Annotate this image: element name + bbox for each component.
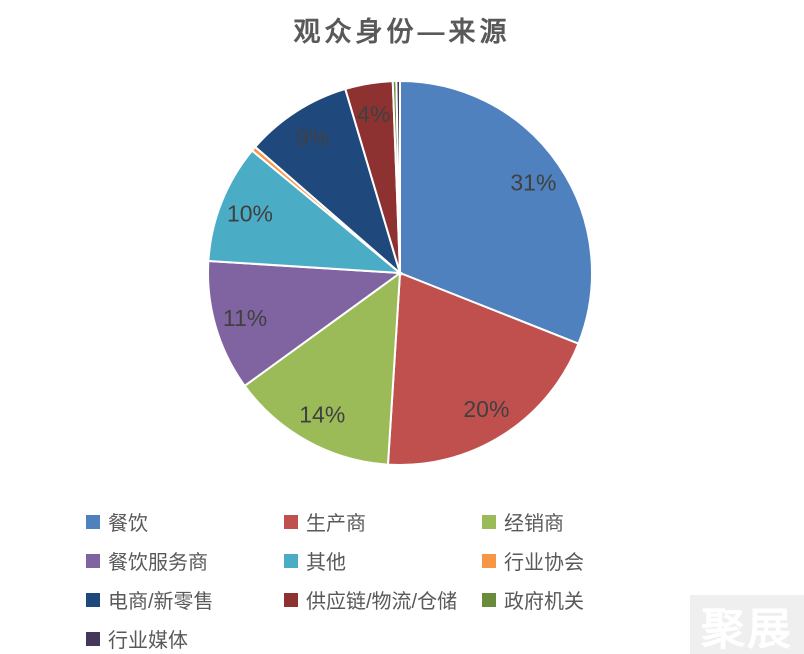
legend-item-1: 餐饮 [86,507,284,536]
legend-label: 行业媒体 [108,630,188,652]
legend-item-3: 经销商 [482,507,708,536]
legend-item-4: 餐饮服务商 [86,546,284,575]
legend-item-10: 行业媒体 [86,624,284,653]
legend-label: 电商/新零售 [108,591,214,613]
legend-item-5: 其他 [284,546,482,575]
legend-item-6: 行业协会 [482,546,708,575]
pie-slice-label-3: 14% [299,401,345,427]
legend-swatch-icon [284,592,298,607]
pie-slice-7 [253,87,402,277]
pie-slice-label-5: 10% [227,201,273,227]
pie-slice-10 [395,79,401,274]
legend-swatch-icon [86,553,100,568]
pie-slice-label-4: 11% [223,305,267,331]
legend-label: 供应链/物流/仓储 [306,591,458,613]
pie-slice-label-2: 20% [463,396,509,422]
legend-swatch-icon [86,514,100,529]
pie-slice-1 [399,79,593,345]
legend-label: 生产商 [306,513,366,535]
pie-slice-label-1: 31% [510,169,556,195]
pie-slice-4 [207,259,403,388]
legend-item-2: 生产商 [284,507,482,536]
legend-label: 政府机关 [504,591,584,613]
chart-title: 观众身份—来源 [293,17,511,47]
watermark: 聚展 [690,595,804,654]
legend-swatch-icon [482,514,496,529]
pie-slice-5 [207,149,404,275]
legend-swatch-icon [86,592,100,607]
legend-label: 餐饮 [108,513,148,535]
legend-label: 经销商 [504,513,564,535]
legend-item-9: 政府机关 [482,585,708,614]
pie-slice-label-7: 9% [296,124,329,150]
chart-legend: 餐饮 生产商 经销商餐饮服务商 其他 行业协会电商/新零售 供应链/物流/仓储 政府机关行业… [86,502,708,654]
legend-swatch-icon [86,631,100,646]
pie-slice-2 [386,271,580,466]
legend-label: 其他 [306,552,346,574]
pie-slice-3 [243,270,402,466]
legend-swatch-icon [482,553,496,568]
legend-label: 餐饮服务商 [108,552,208,574]
pie-chart: 31% 20% 14% 11% 10% 9% 4% [207,79,593,466]
legend-item-7: 电商/新零售 [86,585,284,614]
legend-swatch-icon [284,553,298,568]
legend-label: 行业协会 [504,552,584,574]
legend-swatch-icon [284,514,298,529]
legend-item-8: 供应链/物流/仓储 [284,585,482,614]
pie-slice-label-8: 4% [357,101,390,127]
legend-swatch-icon [482,592,496,607]
